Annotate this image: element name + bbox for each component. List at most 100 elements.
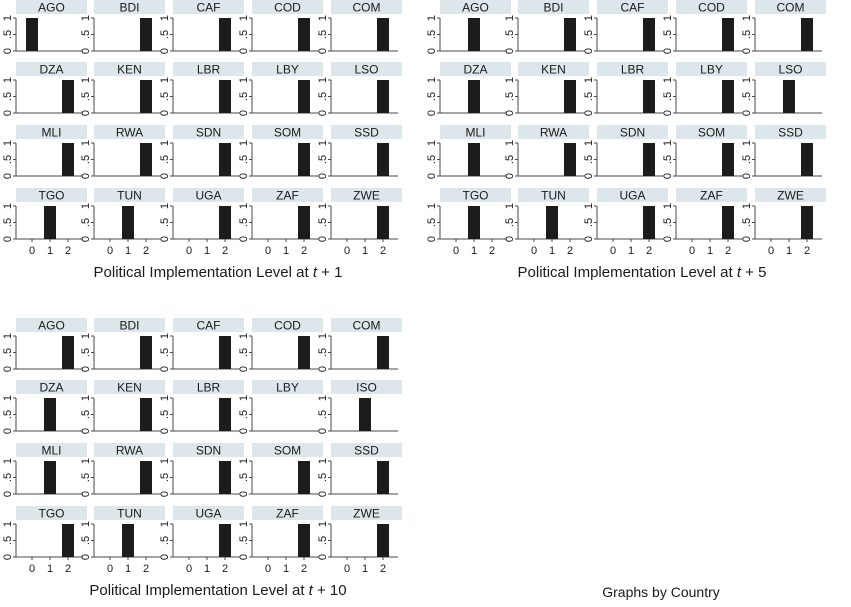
panel-lby: LBY 0 .5 1 [238,62,323,116]
panel-ago: AGO 0 .5 1 [426,0,511,54]
y-tick-label: 0 [238,236,250,242]
panel-lso: LSO 0 .5 1 [741,62,826,116]
panel-title: LBY [700,63,723,77]
y-tick-label: 1 [159,333,171,339]
bar-dza-level-1 [44,398,56,431]
x-axis-title-var: t [737,264,742,281]
x-tick-label: 0 [265,563,271,575]
y-tick-label: 1 [238,203,250,209]
panel-title: TUN [541,189,566,203]
panel-title: AGO [38,1,65,15]
x-tick-label: 2 [380,245,386,257]
y-tick-label: 1 [662,77,674,83]
bar-com-level-2 [377,336,389,369]
y-tick-label: .5 [662,92,674,101]
panel-strip [331,318,402,332]
panel-strip [94,0,165,14]
panel-lbr: LBR 0 .5 1 [583,62,668,116]
y-tick-label: 1 [80,521,92,527]
panel-title: ZAF [276,507,299,521]
y-tick-label: 1 [504,140,516,146]
panel-title: UGA [195,189,221,203]
panel-mli: MLI 0 .5 1 [2,443,87,497]
y-tick-label: 1 [317,333,329,339]
y-tick-label: 0 [741,173,753,179]
y-tick-label: 0 [80,554,92,560]
x-tick-label: 1 [47,563,53,575]
y-tick-label: 0 [426,173,438,179]
y-tick-label: 0 [504,236,516,242]
bar-mli-level-1 [44,461,56,494]
bar-lbr-level-2 [643,80,655,113]
panel-strip [173,443,244,457]
bar-caf-level-2 [219,18,231,51]
panel-lby: LBY 0 .5 1 [662,62,747,116]
x-tick-label: 2 [143,563,149,575]
x-tick-label: 1 [549,245,555,257]
x-tick-label: 0 [344,245,350,257]
y-tick-label: 0 [80,48,92,54]
y-tick-label: 1 [317,458,329,464]
panel-strip [94,380,165,394]
x-tick-label: 2 [646,245,652,257]
panel-strip [173,62,244,76]
y-tick-label: 0 [80,110,92,116]
panel-cod: COD 0 .5 1 [238,0,323,54]
panel-strip [173,188,244,202]
panel-rwa: RWA 0 .5 1 [80,443,165,497]
y-tick-label: 1 [741,203,753,209]
panel-strip [252,0,323,14]
y-tick-label: 0 [159,491,171,497]
y-tick-label: 1 [238,333,250,339]
panel-bdi: BDI 0 .5 1 [504,0,589,54]
y-tick-label: 1 [317,521,329,527]
x-axis-title-var: t [309,582,314,599]
y-tick-label: 0 [159,554,171,560]
y-tick-label: 1 [583,203,595,209]
panel-title: SOM [274,126,301,140]
panel-title: COD [698,1,725,15]
panel-strip [173,318,244,332]
y-tick-label: .5 [238,218,250,227]
bar-bdi-level-2 [564,18,576,51]
y-tick-label: .5 [80,30,92,39]
y-tick-label: 0 [662,236,674,242]
bar-mli-level-1 [468,143,480,176]
x-tick-label: 1 [204,245,210,257]
panel-title: CAF [621,1,645,15]
y-tick-label: 1 [317,395,329,401]
panel-title: COD [274,1,301,15]
panel-strip [94,188,165,202]
panel-ken: KEN 0 .5 1 [80,62,165,116]
panel-title: TUN [117,507,142,521]
y-tick-label: 1 [238,15,250,21]
bar-iso-level-1 [359,398,371,431]
panel-ken: KEN 0 .5 1 [504,62,589,116]
y-tick-label: 1 [741,140,753,146]
y-tick-label: 1 [426,140,438,146]
x-axis-title: Political Implementation Level at t + 5 [518,264,767,281]
panel-strip [252,188,323,202]
panel-caf: CAF 0 .5 1 [583,0,668,54]
y-tick-label: 0 [317,173,329,179]
y-tick-label: .5 [426,92,438,101]
panel-title: LBY [276,381,299,395]
chart-group-t10: AGO 0 .5 1 BDI 0 .5 1 CAF 0 .5 1 COD 0 .5 1 COM 0 .5 1 DZA 0.… [2,318,402,599]
bar-mli-level-2 [62,143,74,176]
panel-title: COM [353,319,381,333]
panel-title: BDI [119,319,139,333]
y-tick-label: 0 [159,48,171,54]
y-tick-label: 0 [662,48,674,54]
y-tick-label: .5 [238,30,250,39]
panel-strip [440,125,511,139]
panel-title: COM [777,1,805,15]
panel-strip [94,62,165,76]
panel-title: SOM [698,126,725,140]
y-tick-label: 0 [317,236,329,242]
y-tick-label: .5 [2,218,14,227]
panel-title: UGA [195,507,221,521]
x-tick-label: 2 [143,245,149,257]
panel-strip [597,125,668,139]
